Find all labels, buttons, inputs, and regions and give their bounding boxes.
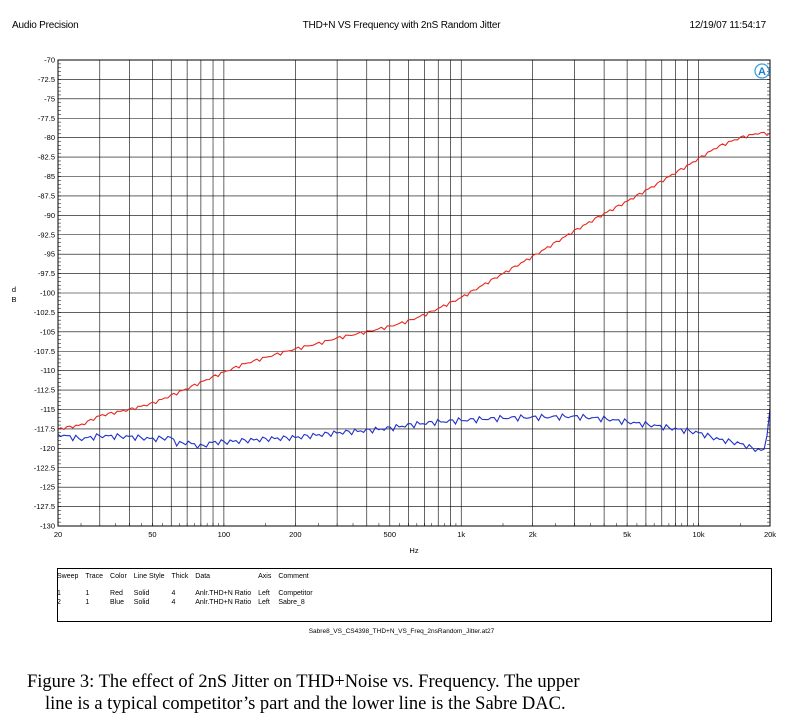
chart-series (57, 131, 771, 453)
legend-header-thick: Thick (171, 573, 189, 580)
caption-line-1: Figure 3: The effect of 2nS Jitter on TH… (27, 672, 580, 692)
chart-title: THD+N VS Frequency with 2nS Random Jitte… (302, 20, 501, 31)
y-tick-label: -102.5 (34, 308, 55, 317)
x-tick-label: 500 (384, 530, 397, 539)
x-axis-label: Hz (409, 546, 418, 555)
plot-frame (57, 59, 771, 527)
legend-cell: 2 (57, 599, 61, 606)
y-tick-label: -77.5 (38, 114, 55, 123)
legend-cell: Solid (133, 590, 150, 597)
y-tick-label: -97.5 (38, 269, 55, 278)
legend-header-color: Color (110, 573, 127, 580)
y-tick-label: -115 (41, 405, 55, 414)
legend-header-sweep: Sweep (57, 573, 79, 580)
legend-cell: Competitor (278, 590, 313, 597)
legend-cell: Anlr.THD+N Ratio (195, 599, 252, 606)
y-tick-label: -82.5 (38, 153, 55, 162)
source-filename: Sabre8_VS_CS4398_THD+N_VS_Freq_2nsRandom… (308, 628, 495, 635)
legend-cell: Red (110, 590, 123, 597)
y-axis-label-2: B (11, 295, 16, 304)
x-tick-label: 200 (289, 530, 302, 539)
x-tick-label: 2k (529, 530, 537, 539)
header-left-text: Audio Precision (12, 20, 79, 31)
legend-header-comment: Comment (278, 573, 309, 580)
caption-line-2: line is a typical competitor’s part and … (45, 694, 566, 714)
series-line-competitor (57, 131, 771, 431)
figure-caption: Figure 3: The effect of 2nS Jitter on TH… (27, 671, 767, 715)
y-tick-label: -127.5 (34, 502, 55, 511)
x-tick-label: 10k (693, 530, 705, 539)
legend-header-trace: Trace (85, 573, 104, 580)
y-tick-label: -75 (44, 94, 55, 103)
y-tick-label: -125 (40, 483, 55, 492)
x-tick-label: 5k (623, 530, 631, 539)
y-tick-label: -110 (41, 366, 55, 375)
y-tick-label: -80 (44, 133, 55, 142)
legend-cell: Solid (133, 599, 150, 606)
legend-cell: 4 (171, 590, 176, 597)
y-tick-label: -105 (40, 327, 55, 336)
y-tick-label: -120 (40, 444, 55, 453)
legend-cell: 1 (85, 590, 90, 597)
x-axis-tick-labels: 20 50 100 200 500 1k 2k 5k 10k 20k (54, 530, 776, 539)
x-tick-label: 100 (218, 530, 231, 539)
y-tick-label: -92.5 (38, 230, 55, 239)
y-axis-label: d (12, 285, 16, 294)
legend-cell: Anlr.THD+N Ratio (195, 590, 252, 597)
y-tick-label: -90 (44, 211, 55, 220)
y-tick-label: -117.5 (34, 424, 55, 433)
series-line-sabre-8 (57, 408, 771, 453)
chart-grid (57, 59, 771, 527)
x-tick-label: 1k (457, 530, 465, 539)
y-axis-tick-labels: -70 -72.5 -75 -77.5 -80 -82.5 -85 -87.5 -90 -92.5… (34, 56, 55, 531)
legend-row: 1 1 Red Solid 4 Anlr.THD+N Ratio Left Co… (55, 589, 318, 598)
legend-header-line-style: Line Style (133, 573, 165, 580)
y-tick-label: -122.5 (34, 463, 55, 472)
y-tick-label: -107.5 (34, 347, 55, 356)
x-tick-label: 20k (764, 530, 776, 539)
y-tick-label: -70 (44, 56, 55, 65)
legend-cell: 1 (85, 599, 90, 606)
header-timestamp: 12/19/07 11:54:17 (689, 20, 767, 31)
y-tick-label: -112.5 (34, 386, 55, 395)
legend-cell: Left (258, 599, 270, 606)
y-tick-label: -100 (40, 289, 55, 298)
legend-cell: Sabre_8 (278, 599, 305, 606)
legend-cell: Left (258, 590, 270, 597)
y-tick-label: -85 (44, 172, 55, 181)
legend-table: Sweep Trace Color Line Style Thick Data … (57, 568, 772, 622)
legend-cell: Blue (110, 599, 125, 606)
x-tick-label: 50 (148, 530, 156, 539)
legend-header-row: Sweep Trace Color Line Style Thick Data … (55, 572, 318, 589)
legend-cell: 1 (57, 590, 61, 597)
audio-precision-logo: A (754, 63, 770, 79)
thd-n-chart: -70 -72.5 -75 -77.5 -80 -82.5 -85 -87.5 -90 -92.5… (11, 56, 776, 556)
legend-row: 2 1 Blue Solid 4 Anlr.THD+N Ratio Left S… (55, 598, 318, 607)
legend-cell: 4 (171, 599, 176, 606)
y-tick-label: -87.5 (38, 191, 55, 200)
legend-header-data: Data (195, 573, 211, 580)
x-tick-label: 20 (54, 530, 62, 539)
y-tick-label: -95 (44, 250, 55, 259)
y-tick-label: -130 (40, 522, 55, 531)
svg-text:A: A (758, 66, 766, 78)
legend-header-axis: Axis (258, 573, 272, 580)
y-tick-label: -72.5 (38, 75, 55, 84)
